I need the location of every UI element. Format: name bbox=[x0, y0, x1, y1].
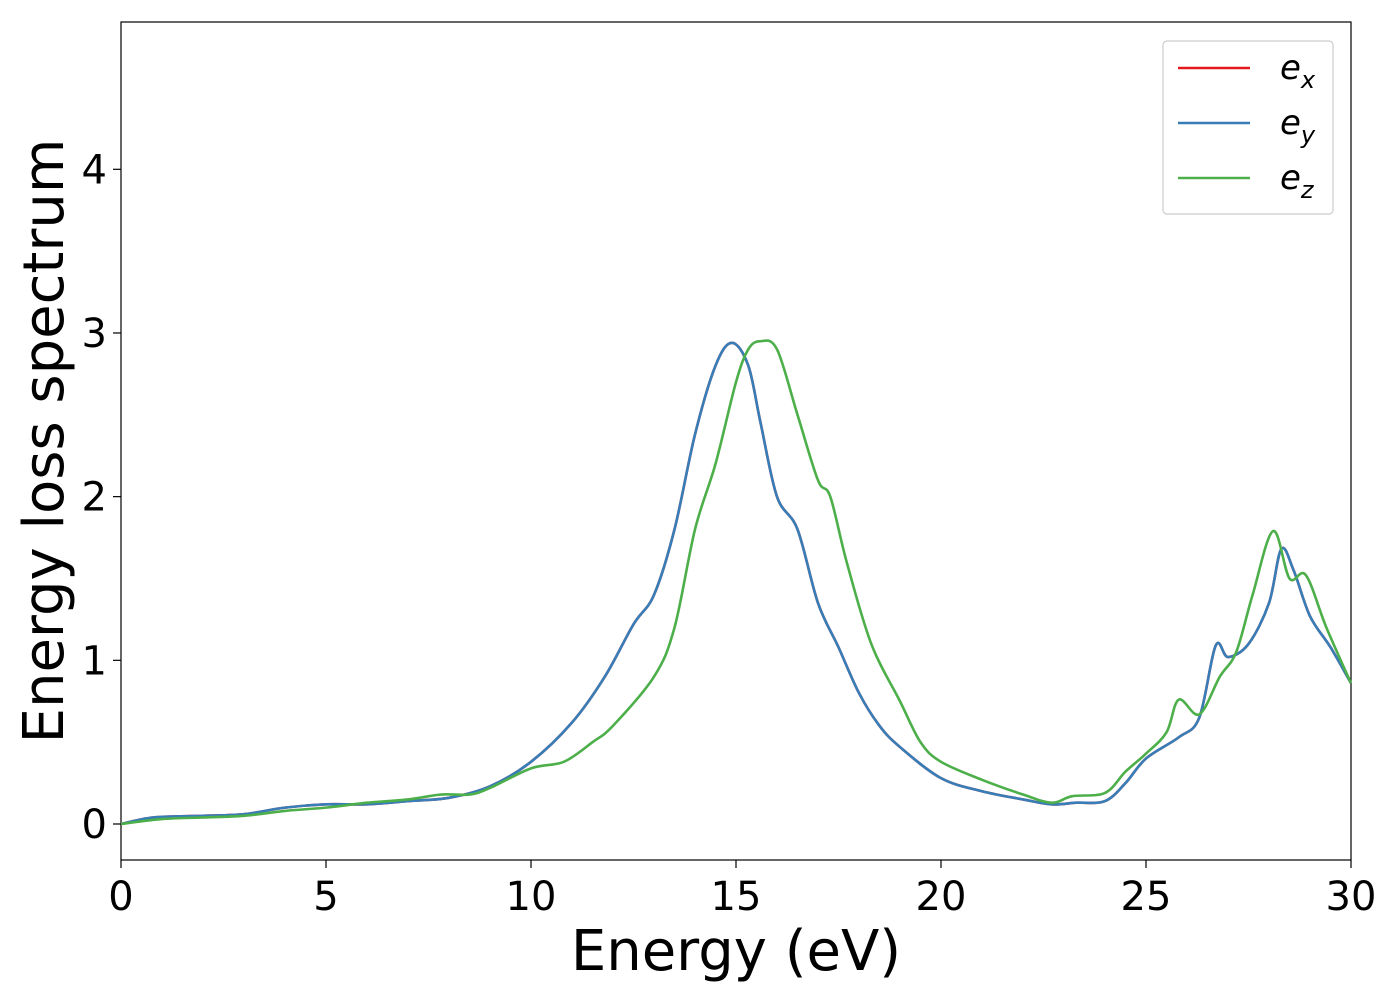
legend-box bbox=[1162, 40, 1334, 215]
x-tick-label: 20 bbox=[916, 874, 967, 920]
legend-label-ey: ey bbox=[1280, 103, 1316, 149]
legend-label-ex: ex bbox=[1280, 48, 1316, 94]
y-tick-label: 3 bbox=[82, 311, 107, 357]
x-tick-label: 25 bbox=[1121, 874, 1172, 920]
series-line-ez bbox=[120, 339, 1353, 826]
series-line-ey bbox=[120, 341, 1353, 826]
x-tick-label: 15 bbox=[711, 874, 762, 920]
x-tick-label: 5 bbox=[313, 874, 338, 920]
y-tick-label: 2 bbox=[82, 475, 107, 521]
x-tick-label: 0 bbox=[108, 874, 133, 920]
y-axis-ticks: 0 1 2 3 4 bbox=[82, 147, 121, 848]
x-axis-title: Energy (eV) bbox=[571, 919, 901, 984]
legend-label-ez: ez bbox=[1280, 158, 1315, 204]
x-tick-label: 30 bbox=[1326, 874, 1377, 920]
y-tick-label: 1 bbox=[82, 638, 107, 684]
series-lines bbox=[120, 339, 1353, 826]
x-tick-label: 10 bbox=[506, 874, 557, 920]
legend: ex ey ez bbox=[1162, 40, 1334, 215]
y-tick-label: 4 bbox=[82, 147, 107, 193]
x-axis-ticks: 0 5 10 15 20 25 30 bbox=[108, 860, 1376, 920]
y-tick-label: 0 bbox=[82, 802, 107, 848]
y-axis-title: Energy loss spectrum bbox=[12, 139, 77, 744]
